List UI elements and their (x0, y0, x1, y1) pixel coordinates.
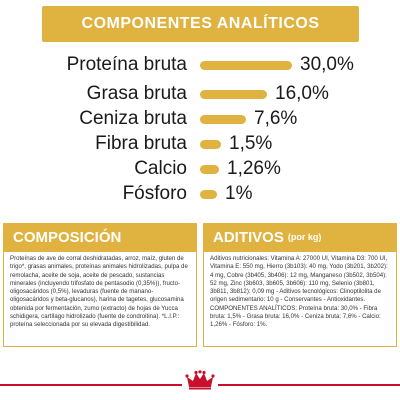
analytics-row: Fósforo 1% (0, 182, 400, 206)
brand-logo (182, 367, 218, 393)
analytics-row: Fibra bruta 1,5% (0, 132, 400, 156)
aditivos-header: ADITIVOS (por kg) (203, 223, 397, 251)
analytics-bar (200, 140, 221, 149)
analytics-label: Calcio (134, 158, 187, 179)
analytics-label: Proteína bruta (66, 54, 187, 75)
analytics-value: 1,26% (227, 158, 281, 179)
aditivos-unit: (por kg) (287, 232, 322, 242)
analytics-bar (200, 61, 292, 70)
analytics-label: Grasa bruta (86, 83, 187, 104)
analytics-value: 1% (225, 183, 253, 204)
analytics-row: Calcio 1,26% (0, 157, 400, 181)
composicion-title: COMPOSICIÓN (13, 228, 122, 246)
analytics-bar (200, 190, 217, 199)
banner-title: COMPONENTES ANALÍTICOS (81, 15, 320, 32)
composicion-panel: Proteínas de ave de corral deshidratadas… (3, 251, 197, 347)
aditivos-title: ADITIVOS (213, 228, 284, 246)
composicion-text: Proteínas de ave de corral deshidratadas… (10, 255, 188, 329)
analytics-value: 1,5% (229, 133, 273, 154)
analytics-label: Ceniza bruta (79, 108, 187, 129)
aditivos-panel: Aditivos nutricionales: Vitamina A: 2700… (203, 251, 397, 347)
analytics-banner: COMPONENTES ANALÍTICOS (42, 6, 359, 42)
analytics-bar (200, 165, 219, 174)
analytics-value: 7,6% (254, 108, 298, 129)
analytics-row: Proteína bruta 30,0% (0, 53, 400, 77)
composicion-header: COMPOSICIÓN (3, 223, 197, 251)
analytics-value: 30,0% (300, 54, 354, 75)
analytics-label: Fibra bruta (95, 133, 187, 154)
analytics-label: Fósforo (122, 183, 187, 204)
analytics-bar (200, 90, 267, 99)
analytics-row: Grasa bruta 16,0% (0, 82, 400, 106)
analytics-list: Proteína bruta 30,0% Grasa bruta 16,0% C… (0, 53, 400, 213)
crown-icon (185, 370, 215, 390)
analytics-row: Ceniza bruta 7,6% (0, 107, 400, 131)
analytics-bar (200, 115, 246, 124)
aditivos-text: Aditivos nutricionales: Vitamina A: 2700… (210, 255, 388, 329)
analytics-value: 16,0% (275, 83, 329, 104)
